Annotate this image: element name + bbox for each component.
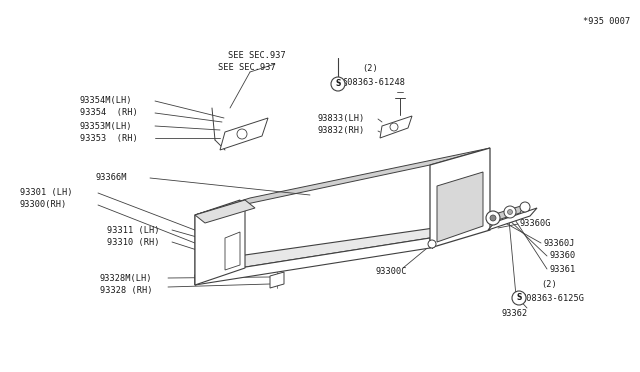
- Text: S: S: [516, 294, 522, 302]
- Polygon shape: [380, 116, 412, 138]
- Text: SEE SEC.937: SEE SEC.937: [218, 62, 276, 71]
- Polygon shape: [195, 200, 240, 285]
- Circle shape: [512, 291, 526, 305]
- Polygon shape: [488, 208, 537, 230]
- Circle shape: [508, 209, 513, 215]
- Text: 93361: 93361: [549, 264, 575, 273]
- Circle shape: [428, 240, 436, 248]
- Circle shape: [520, 202, 530, 212]
- Text: §08363-6125G: §08363-6125G: [521, 294, 584, 302]
- Polygon shape: [195, 220, 490, 275]
- Text: 93366M: 93366M: [95, 173, 127, 183]
- Polygon shape: [225, 232, 240, 270]
- Text: 93328M(LH): 93328M(LH): [100, 273, 152, 282]
- Text: 93360: 93360: [549, 251, 575, 260]
- Circle shape: [504, 206, 516, 218]
- Text: 93354M(LH): 93354M(LH): [80, 96, 132, 106]
- Text: (2): (2): [541, 279, 557, 289]
- Text: 93300C: 93300C: [375, 267, 406, 276]
- Polygon shape: [488, 205, 524, 223]
- Text: 93833(LH): 93833(LH): [318, 115, 365, 124]
- Polygon shape: [437, 172, 483, 242]
- Text: S: S: [335, 80, 340, 89]
- Text: 93362: 93362: [502, 308, 528, 317]
- Text: 93300(RH): 93300(RH): [20, 201, 67, 209]
- Text: 93311 (LH): 93311 (LH): [107, 225, 159, 234]
- Polygon shape: [270, 272, 284, 288]
- Text: SEE SEC.937: SEE SEC.937: [228, 51, 285, 60]
- Text: 93360G: 93360G: [520, 219, 552, 228]
- Circle shape: [390, 123, 398, 131]
- Circle shape: [331, 77, 345, 91]
- Text: *935 0007: *935 0007: [583, 17, 630, 26]
- Polygon shape: [195, 238, 430, 285]
- Text: (2): (2): [362, 64, 378, 74]
- Text: 93360J: 93360J: [543, 238, 575, 247]
- Polygon shape: [195, 148, 490, 215]
- Text: 93353  (RH): 93353 (RH): [80, 134, 138, 142]
- Circle shape: [237, 129, 247, 139]
- Text: 93328 (RH): 93328 (RH): [100, 285, 152, 295]
- Text: 93301 (LH): 93301 (LH): [20, 189, 72, 198]
- Text: §08363-61248: §08363-61248: [342, 77, 405, 87]
- Polygon shape: [195, 200, 245, 285]
- Polygon shape: [195, 200, 255, 223]
- Polygon shape: [430, 148, 490, 248]
- Text: 93354  (RH): 93354 (RH): [80, 109, 138, 118]
- Text: 93353M(LH): 93353M(LH): [80, 122, 132, 131]
- Circle shape: [490, 215, 496, 221]
- Polygon shape: [220, 118, 268, 150]
- Text: 93310 (RH): 93310 (RH): [107, 237, 159, 247]
- Circle shape: [486, 211, 500, 225]
- Text: 93832(RH): 93832(RH): [318, 126, 365, 135]
